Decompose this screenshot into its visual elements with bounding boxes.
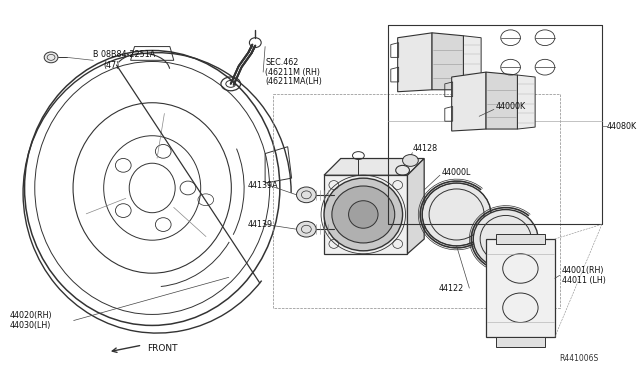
Polygon shape (432, 33, 463, 90)
Polygon shape (408, 158, 424, 254)
Ellipse shape (296, 187, 316, 203)
Text: 44139A: 44139A (248, 180, 278, 189)
Text: 44011 (LH): 44011 (LH) (562, 276, 605, 285)
Text: R441006S: R441006S (560, 354, 599, 363)
Polygon shape (486, 72, 518, 129)
Polygon shape (324, 175, 408, 254)
Ellipse shape (44, 52, 58, 63)
Polygon shape (397, 33, 432, 92)
Polygon shape (463, 36, 481, 90)
Text: 44030(LH): 44030(LH) (10, 321, 51, 330)
Text: (47): (47) (103, 61, 119, 70)
Polygon shape (452, 72, 486, 131)
Polygon shape (518, 75, 535, 129)
Ellipse shape (296, 221, 316, 237)
Text: 44020(RH): 44020(RH) (10, 311, 52, 320)
Ellipse shape (349, 201, 378, 228)
Text: 44001(RH): 44001(RH) (562, 266, 604, 275)
Text: 44128: 44128 (412, 144, 438, 153)
Polygon shape (324, 158, 424, 175)
Polygon shape (486, 239, 555, 337)
Ellipse shape (324, 178, 403, 251)
Ellipse shape (473, 209, 538, 269)
Text: 44080K: 44080K (607, 122, 637, 131)
Text: SEC.462: SEC.462 (265, 58, 298, 67)
Text: 44122: 44122 (439, 283, 464, 293)
Text: B 08B84-2251A: B 08B84-2251A (93, 50, 156, 59)
Text: FRONT: FRONT (147, 344, 178, 353)
Ellipse shape (422, 183, 491, 246)
Text: (46211M (RH): (46211M (RH) (265, 68, 320, 77)
Ellipse shape (332, 186, 395, 243)
Polygon shape (496, 337, 545, 347)
Text: 44139: 44139 (248, 220, 273, 229)
Polygon shape (496, 234, 545, 244)
Ellipse shape (403, 155, 419, 166)
Text: (46211MA(LH): (46211MA(LH) (265, 77, 322, 86)
Text: 44000L: 44000L (442, 168, 471, 177)
Text: 44000K: 44000K (496, 102, 526, 111)
